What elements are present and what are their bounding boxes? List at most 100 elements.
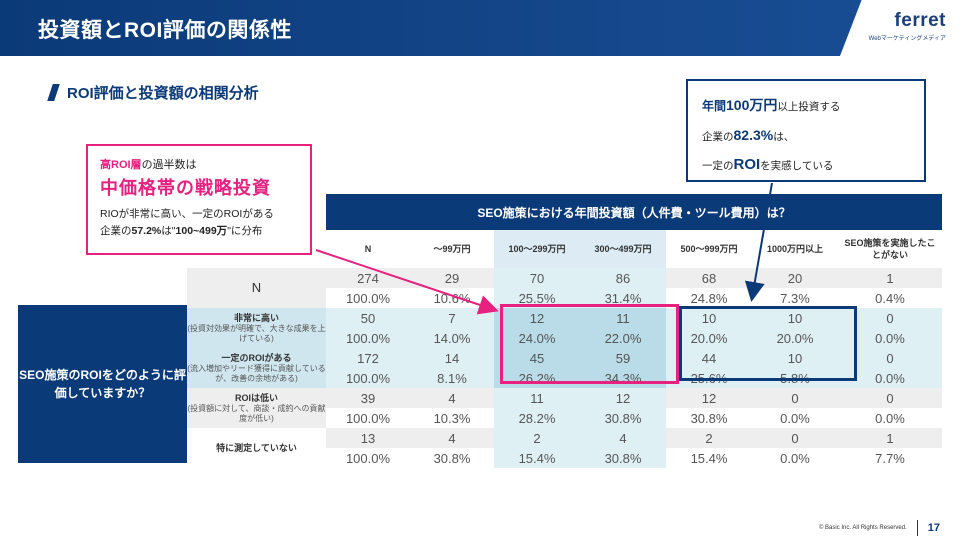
row-label-sub: (投資対効果が明確で、大きな成果を上げている) (187, 323, 326, 343)
count-cell: 12 (666, 388, 752, 408)
pct-cell: 0.0% (838, 328, 942, 348)
pct-cell: 0.0% (752, 408, 838, 428)
pct-cell: 8.1% (410, 368, 494, 388)
count-cell: 45 (494, 348, 580, 368)
pct-cell: 0.0% (752, 448, 838, 468)
column-header: 100〜299万円 (494, 230, 580, 268)
count-cell: 20 (752, 268, 838, 288)
pct-cell: 14.0% (410, 328, 494, 348)
pct-cell: 100.0% (326, 448, 410, 468)
count-cell: 70 (494, 268, 580, 288)
count-cell: 2 (494, 428, 580, 448)
count-cell: 7 (410, 308, 494, 328)
navy-highlight-box (679, 306, 857, 381)
pct-cell: 30.8% (580, 448, 666, 468)
section-title: ROI評価と投資額の相関分析 (67, 85, 259, 102)
count-cell: 2 (666, 428, 752, 448)
section-marker-icon (47, 84, 60, 101)
copyright-text: © Basic Inc. All Rights Reserved. (818, 525, 907, 531)
column-header: 1000万円以上 (752, 230, 838, 268)
callout-left-body: RIOが非常に高い、一定のROIがある 企業の57.2%は"100~499万"に… (100, 208, 274, 237)
pct-cell: 31.4% (580, 288, 666, 308)
callout-investment: 年間100万円以上投資する 企業の82.3%は、 一定のROIを実感している (686, 79, 926, 182)
count-cell: 11 (494, 388, 580, 408)
column-header: N (326, 230, 410, 268)
page-title: 投資額とROI評価の関係性 (38, 19, 292, 42)
row-label-title: 特に測定していない (216, 442, 297, 453)
pct-cell: 100.0% (326, 368, 410, 388)
count-cell: 14 (410, 348, 494, 368)
footer-divider (916, 520, 918, 536)
pct-cell: 22.0% (580, 328, 666, 348)
row-label: 非常に高い (投資対効果が明確で、大きな成果を上げている) (187, 308, 326, 348)
pct-cell: 10.3% (410, 408, 494, 428)
logo-wordmark: ferret (894, 10, 946, 31)
pct-cell: 15.4% (494, 448, 580, 468)
pct-cell: 100.0% (326, 408, 410, 428)
count-cell: 4 (580, 428, 666, 448)
header-bar: 投資額とROI評価の関係性 ferret Webマーケティングメディア (0, 0, 960, 56)
count-cell: 44 (666, 348, 752, 368)
pct-cell: 24.0% (494, 328, 580, 348)
ferret-logo: ferret Webマーケティングメディア (854, 10, 946, 42)
row-label-title: 一定のROIがある (221, 352, 292, 363)
count-cell: 1 (838, 268, 942, 288)
callout-left-line1: 高ROI層の過半数は (100, 159, 197, 171)
footer: © Basic Inc. All Rights Reserved. 17 (819, 520, 940, 536)
pct-cell: 0.0% (838, 368, 942, 388)
row-label-title: ROIは低い (234, 392, 278, 403)
column-header: 300〜499万円 (580, 230, 666, 268)
row-label-title: 非常に高い (233, 312, 279, 323)
count-cell: 0 (752, 388, 838, 408)
count-cell: 29 (410, 268, 494, 288)
pct-cell: 20.0% (752, 328, 838, 348)
row-label-sub: (投資額に対して、商談・成約への貢献度が低い) (187, 403, 326, 423)
count-cell: 1 (838, 428, 942, 448)
pct-cell: 24.8% (666, 288, 752, 308)
pct-cell: 7.7% (838, 448, 942, 468)
callout-right-line3: 一定のROIを実感している (702, 156, 834, 173)
count-cell: 13 (326, 428, 410, 448)
count-cell: 50 (326, 308, 410, 328)
section-heading: ROI評価と投資額の相関分析 (47, 82, 259, 103)
pct-cell: 7.3% (752, 288, 838, 308)
row-label: 一定のROIがある (流入増加やリード獲得に貢献しているが、改善の余地がある) (187, 348, 326, 388)
callout-right-line2: 企業の82.3%は、 (702, 127, 795, 143)
row-label: 特に測定していない (187, 428, 326, 468)
count-cell: 4 (410, 428, 494, 448)
table-title: SEO施策における年間投資額（人件費・ツール費用）は？ (326, 194, 942, 230)
pct-cell: 20.0% (666, 328, 752, 348)
question-label: SEO施策のROIをどのように評価していますか？ (18, 305, 187, 463)
pink-highlight-box (500, 304, 679, 384)
pct-cell: 28.2% (494, 408, 580, 428)
count-cell: 86 (580, 268, 666, 288)
column-header: 500〜999万円 (666, 230, 752, 268)
count-cell: 0 (752, 428, 838, 448)
count-cell: 12 (494, 308, 580, 328)
row-label-sub: (流入増加やリード獲得に貢献しているが、改善の余地がある) (187, 363, 326, 383)
count-cell: 59 (580, 348, 666, 368)
count-cell: 274 (326, 268, 410, 288)
pct-cell: 10.6% (410, 288, 494, 308)
header-logo-panel (840, 0, 960, 56)
count-cell: 0 (838, 388, 942, 408)
pct-cell: 30.8% (580, 408, 666, 428)
count-cell: 10 (752, 348, 838, 368)
column-header: SEO施策を実施したことがない (838, 230, 942, 268)
pct-cell: 25.5% (494, 288, 580, 308)
logo-tagline: Webマーケティングメディア (868, 36, 946, 42)
count-cell: 10 (666, 308, 752, 328)
count-cell: 39 (326, 388, 410, 408)
pct-cell: 0.0% (838, 408, 942, 428)
pct-cell: 100.0% (326, 288, 410, 308)
callout-high-roi: 高ROI層の過半数は 中価格帯の戦略投資 RIOが非常に高い、一定のROIがある… (86, 144, 312, 255)
count-cell: 172 (326, 348, 410, 368)
pct-cell: 100.0% (326, 328, 410, 348)
pct-cell: 15.4% (666, 448, 752, 468)
row-label: N (187, 268, 326, 308)
page-number: 17 (927, 522, 940, 534)
callout-right-line1: 年間100万円以上投資する (702, 97, 841, 113)
count-cell: 12 (580, 388, 666, 408)
count-cell: 4 (410, 388, 494, 408)
pct-cell: 30.8% (410, 448, 494, 468)
